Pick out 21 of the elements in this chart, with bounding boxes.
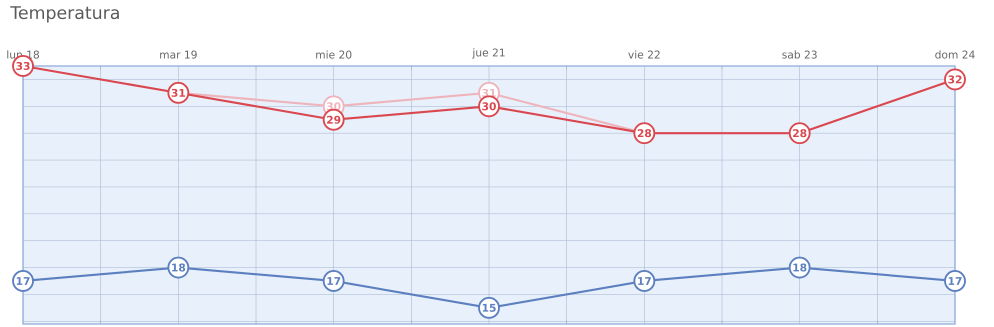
data-label: 28 <box>638 129 652 138</box>
x-tick-label: dom 24 <box>935 50 975 59</box>
data-label: 17 <box>948 277 962 285</box>
data-label: 17 <box>638 277 651 285</box>
x-tick-label: sab 23 <box>782 50 817 59</box>
chart-title: Temperatura <box>10 6 119 22</box>
data-label: 17 <box>327 277 340 285</box>
data-label: 17 <box>16 277 30 285</box>
data-label: 18 <box>793 264 806 272</box>
data-label: 28 <box>793 129 806 138</box>
data-label: 15 <box>482 304 496 312</box>
data-label: 32 <box>948 75 962 84</box>
data-label: 29 <box>327 116 340 124</box>
data-label: 18 <box>172 264 186 272</box>
data-label: 30 <box>482 102 496 110</box>
x-tick-label: mar 19 <box>160 50 197 59</box>
x-tick-label: vie 22 <box>628 50 660 59</box>
x-tick-label: jue 21 <box>472 48 505 59</box>
data-label: 33 <box>16 62 30 70</box>
x-tick-label: mie 20 <box>316 50 352 59</box>
data-label: 31 <box>172 88 186 97</box>
